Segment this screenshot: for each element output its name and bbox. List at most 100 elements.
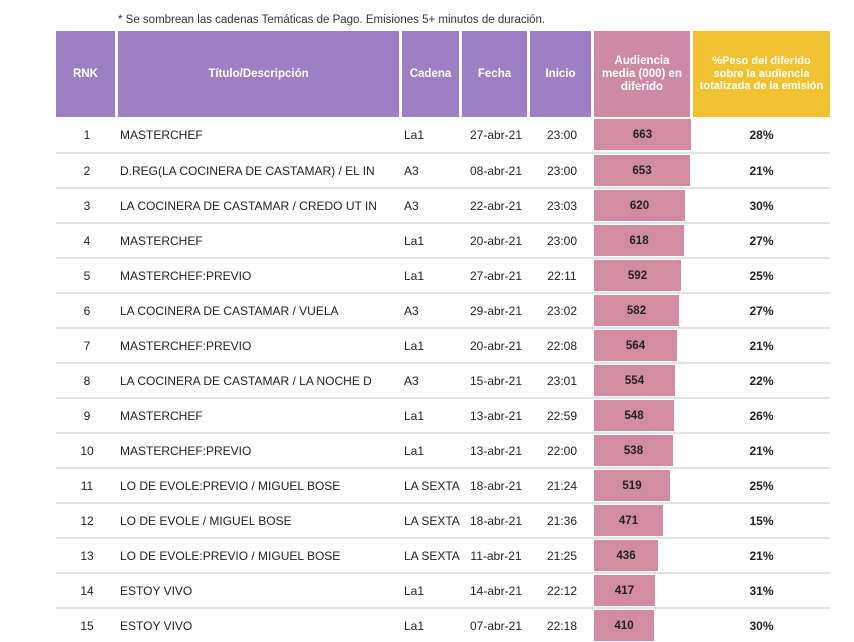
cell-title: D.REG(LA COCINERA DE CASTAMAR) / EL IN: [120, 163, 375, 178]
audiencia-value: 592: [627, 269, 648, 282]
cell-rnk: 2: [83, 163, 91, 178]
cell-title: LO DE EVOLE:PREVIO / MIGUEL BOSE: [120, 478, 341, 493]
cell-peso: 15%: [749, 513, 774, 528]
audiencia-value: 564: [625, 339, 646, 352]
cell-canal: La1: [404, 268, 425, 283]
cell-peso: 30%: [749, 618, 774, 633]
cell-title: LO DE EVOLE / MIGUEL BOSE: [120, 513, 292, 528]
audiencia-bar: [594, 155, 690, 186]
cell-audiencia: 410: [594, 610, 693, 641]
cell-canal: La1: [404, 233, 425, 248]
footnote: * Se sombrean las cadenas Temáticas de P…: [118, 14, 546, 26]
cell-canal: A3: [404, 373, 419, 388]
cell-audiencia: 554: [594, 365, 693, 396]
cell-audiencia: 582: [594, 295, 693, 326]
cell-title: LA COCINERA DE CASTAMAR / LA NOCHE D: [120, 373, 372, 388]
cell-rnk: 1: [83, 127, 91, 142]
cell-fecha: 13-abr-21: [469, 408, 523, 423]
cell-fecha: 20-abr-21: [469, 233, 523, 248]
cell-inicio: 22:00: [546, 443, 578, 458]
cell-rnk: 10: [80, 443, 94, 458]
cell-rnk: 3: [83, 198, 91, 213]
cell-title: MASTERCHEF:PREVIO: [120, 268, 252, 283]
table-row: 14 ESTOY VIVO La1 14-abr-21 22:12 417 31%: [56, 572, 830, 607]
audiencia-value: 618: [629, 234, 649, 247]
cell-title: ESTOY VIVO: [120, 618, 193, 633]
cell-inicio: 22:18: [546, 618, 578, 633]
audiencia-value: 519: [622, 479, 642, 492]
cell-canal: La1: [404, 583, 425, 598]
cell-audiencia: 519: [594, 470, 693, 501]
audiencia-value: 620: [629, 199, 650, 212]
audiencia-bar: [594, 435, 673, 466]
cell-fecha: 11-abr-21: [470, 548, 522, 563]
table-row: 12 LO DE EVOLE / MIGUEL BOSE LA SEXTA 18-ab…: [56, 502, 830, 537]
cell-peso: 28%: [749, 127, 774, 142]
audiencia-bar: [594, 225, 684, 256]
cell-inicio: 23:02: [546, 303, 578, 318]
cell-rnk: 13: [80, 548, 94, 563]
cell-fecha: 13-abr-21: [469, 443, 523, 458]
cell-inicio: 21:24: [546, 478, 578, 493]
cell-audiencia: 618: [594, 225, 693, 256]
cell-canal: LA SEXTA: [404, 478, 460, 493]
cell-peso: 27%: [749, 233, 774, 248]
cell-rnk: 11: [80, 478, 94, 493]
cell-inicio: 22:59: [546, 408, 578, 423]
cell-inicio: 23:00: [546, 233, 578, 248]
audiencia-value: 436: [616, 549, 636, 562]
cell-canal: La1: [404, 127, 425, 142]
cell-rnk: 4: [83, 233, 91, 248]
cell-canal: A3: [404, 163, 419, 178]
table-header: RNK Título/Descripción Cadena Fecha Inic…: [56, 31, 830, 117]
audiencia-value: 538: [623, 444, 644, 457]
cell-fecha: 20-abr-21: [469, 338, 523, 353]
table-row: 3 LA COCINERA DE CASTAMAR / CREDO UT IN A3…: [56, 187, 830, 222]
audiencia-value: 653: [632, 164, 652, 177]
table-row: 8 LA COCINERA DE CASTAMAR / LA NOCHE D A3 1…: [56, 362, 830, 397]
audiencia-value: 663: [632, 128, 653, 141]
table-body: 1 MASTERCHEF La1 27-abr-21 23:00 663 28% 2 D.REG…: [56, 117, 830, 642]
audiencia-bar: [594, 190, 685, 221]
audiencia-value: 554: [624, 374, 645, 387]
cell-rnk: 12: [80, 513, 94, 528]
audiencia-bar: [594, 365, 675, 396]
header-audiencia: Audiencia media (000) en diferido: [594, 31, 693, 117]
cell-title: ESTOY VIVO: [120, 583, 193, 598]
cell-title: LA COCINERA DE CASTAMAR / VUELA: [120, 303, 339, 318]
cell-title: MASTERCHEF: [120, 408, 203, 423]
audiencia-value: 582: [626, 304, 647, 317]
cell-audiencia: 663: [594, 119, 693, 150]
table-row: 10 MASTERCHEF:PREVIO La1 13-abr-21 22:00 538 2…: [56, 432, 830, 467]
cell-rnk: 7: [83, 338, 91, 353]
cell-peso: 25%: [749, 478, 774, 493]
cell-canal: La1: [404, 618, 425, 633]
cell-fecha: 15-abr-21: [469, 373, 523, 388]
ranking-table: RNK Título/Descripción Cadena Fecha Inic…: [56, 31, 830, 642]
audiencia-bar: [594, 575, 655, 606]
cell-audiencia: 471: [594, 505, 693, 536]
cell-audiencia: 620: [594, 190, 693, 221]
cell-inicio: 23:03: [546, 198, 578, 213]
cell-rnk: 8: [83, 373, 91, 388]
cell-peso: 21%: [749, 163, 774, 178]
cell-audiencia: 417: [594, 575, 693, 606]
cell-peso: 26%: [749, 408, 774, 423]
cell-audiencia: 436: [594, 540, 693, 571]
cell-title: MASTERCHEF: [120, 127, 203, 142]
cell-rnk: 9: [83, 408, 91, 423]
cell-title: MASTERCHEF:PREVIO: [120, 443, 252, 458]
table-row: 13 LO DE EVOLE:PREVIO / MIGUEL BOSE LA SEX…: [56, 537, 830, 572]
cell-peso: 27%: [749, 303, 774, 318]
cell-fecha: 27-abr-21: [469, 127, 523, 142]
audiencia-bar: [594, 505, 663, 536]
cell-audiencia: 548: [594, 400, 693, 431]
cell-canal: La1: [404, 338, 425, 353]
cell-fecha: 14-abr-21: [469, 583, 523, 598]
cell-canal: La1: [404, 443, 425, 458]
table-row: 6 LA COCINERA DE CASTAMAR / VUELA A3 29-abr…: [56, 292, 830, 327]
header-rnk: RNK: [56, 31, 118, 117]
cell-peso: 21%: [749, 443, 774, 458]
cell-fecha: 22-abr-21: [469, 198, 523, 213]
header-title: Título/Descripción: [118, 31, 402, 117]
